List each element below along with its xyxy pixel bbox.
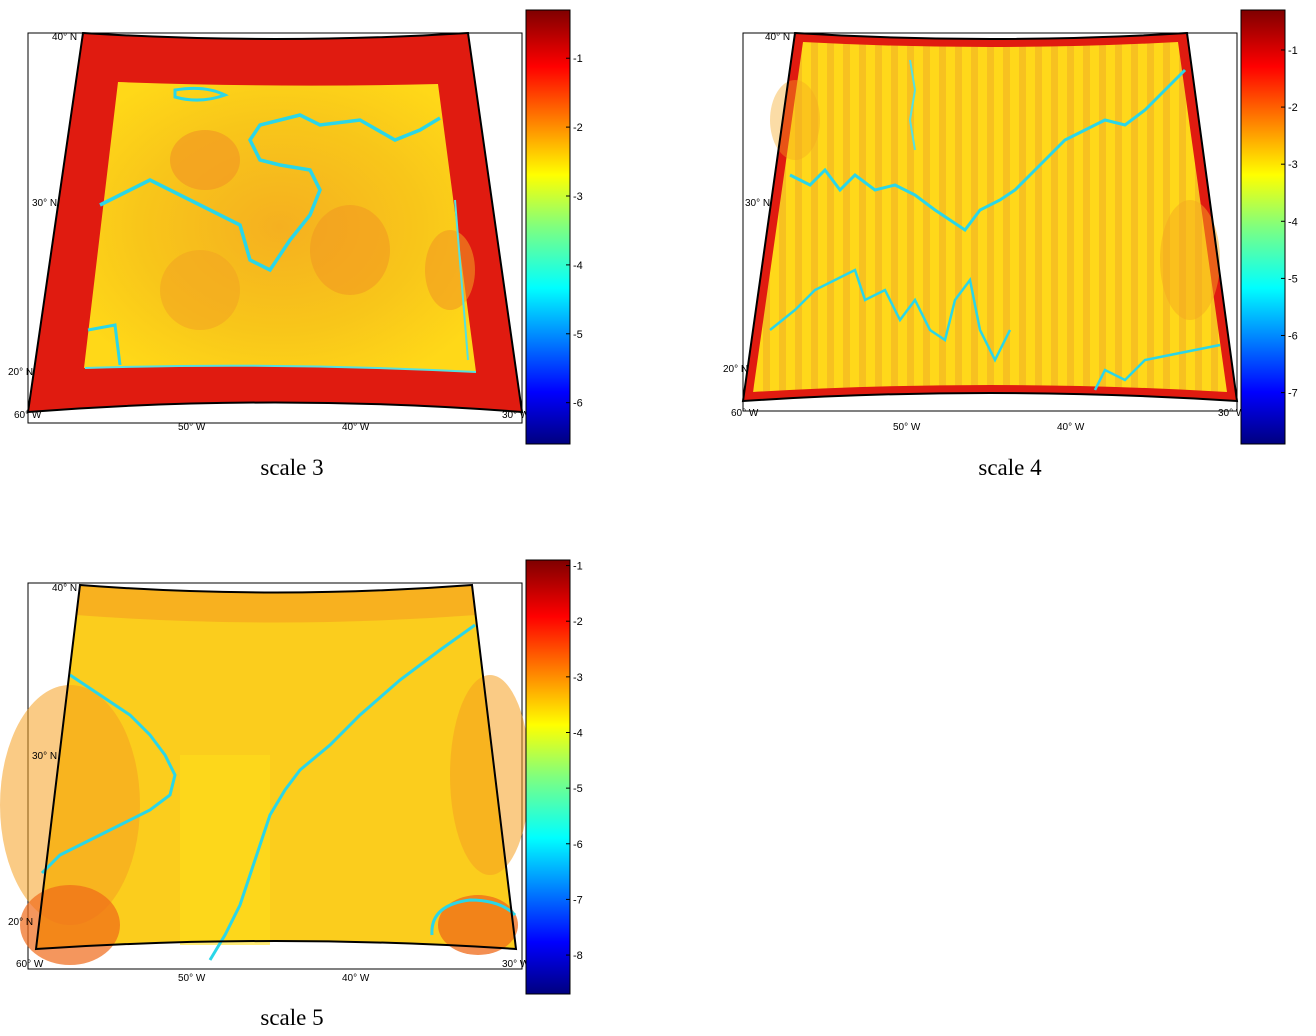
field-blob — [438, 895, 518, 955]
colorbar-tick-label: -2 — [1288, 102, 1298, 114]
lon-label: 30° W — [502, 410, 530, 421]
field-blob — [180, 755, 270, 945]
colorbar-tick-label: -4 — [573, 727, 583, 739]
colorbar-tick-label: -3 — [573, 672, 583, 684]
field-blob — [160, 250, 240, 330]
colorbar-tick-label: -2 — [573, 616, 583, 628]
field-blob — [310, 205, 390, 295]
zero-contour — [40, 673, 177, 875]
colorbar-tick-label: -7 — [1288, 388, 1298, 400]
zero-contour — [430, 898, 517, 936]
colorbar-tick-label: -3 — [573, 191, 583, 203]
lat-label: 30° N — [32, 751, 57, 762]
colorbar-tick-label: -8 — [573, 950, 583, 962]
map-boundary — [26, 31, 524, 414]
zero-contour — [908, 59, 917, 151]
map-panel-scale5: 40° N 30° N 20° N 60° W 50° W 40° W 30° … — [0, 555, 640, 1035]
lon-label: 50° W — [893, 422, 921, 433]
lon-label: 60° W — [16, 959, 44, 970]
colorbar-tick-label: -4 — [1288, 216, 1298, 228]
zero-contour — [454, 199, 469, 361]
colorbar-tick-label: -4 — [573, 260, 583, 272]
colorbar — [525, 559, 571, 995]
colorbar-tick-label: -6 — [1288, 331, 1298, 343]
panel-caption: scale 4 — [978, 455, 1042, 480]
field-blob — [0, 685, 140, 925]
lat-label: 40° N — [52, 32, 77, 43]
colorbar-tick-label: -6 — [573, 398, 583, 410]
field-blob — [450, 675, 530, 875]
map-field-interior — [753, 42, 1227, 392]
colorbar-tick-label: -5 — [573, 783, 583, 795]
map-boundary — [34, 583, 518, 951]
lon-label: 60° W — [731, 408, 759, 419]
lat-label: 40° N — [52, 583, 77, 594]
lat-label: 30° N — [745, 198, 770, 209]
zero-contour — [84, 364, 477, 373]
colorbar-tick-label: -7 — [573, 894, 583, 906]
lon-label: 30° W — [502, 959, 530, 970]
field-blob — [20, 885, 120, 965]
map-field-interior — [36, 585, 516, 949]
map-panel-scale3: 40° N 30° N 20° N 60° W 50° W 40° W 30° … — [0, 0, 640, 500]
colorbar-tick-label: -6 — [573, 839, 583, 851]
axes-frame — [27, 32, 523, 424]
lon-label: 40° W — [1057, 422, 1085, 433]
lon-label: 60° W — [14, 410, 42, 421]
lat-label: 40° N — [765, 32, 790, 43]
map-panel-scale4: 40° N 30° N 20° N 60° W 50° W 40° W 30° … — [715, 0, 1315, 500]
colorbar-tick-label: -1 — [1288, 45, 1298, 57]
map-figure-scale4: 40° N 30° N 20° N 60° W 50° W 40° W 30° … — [723, 9, 1298, 445]
zero-contour — [789, 68, 1187, 233]
colorbar-tick-label: -1 — [573, 53, 583, 65]
zero-contour — [173, 86, 229, 102]
colorbar — [525, 9, 571, 445]
lat-label: 30° N — [32, 198, 57, 209]
zero-contour — [769, 268, 1012, 363]
lat-label: 20° N — [8, 917, 33, 928]
lon-label: 50° W — [178, 973, 206, 984]
axes-frame — [742, 32, 1238, 412]
panel-caption: scale 3 — [260, 455, 324, 480]
colorbar-tick-label: -3 — [1288, 159, 1298, 171]
map-figure-scale5: 40° N 30° N 20° N 60° W 50° W 40° W 30° … — [0, 559, 583, 995]
colorbar-tick-label: -2 — [573, 122, 583, 134]
map-boundary — [741, 31, 1239, 403]
zero-contour — [99, 113, 441, 273]
lon-label: 30° W — [1218, 408, 1246, 419]
colorbar-tick-label: -1 — [573, 561, 583, 573]
field-blob — [425, 230, 475, 310]
lon-label: 50° W — [178, 422, 206, 433]
field-blob — [770, 80, 820, 160]
zero-contour — [1093, 343, 1221, 391]
lat-label: 20° N — [8, 367, 33, 378]
map-field-interior — [84, 82, 476, 372]
colorbar — [1240, 9, 1286, 445]
field-blob — [170, 130, 240, 190]
panel-caption: scale 5 — [260, 1005, 324, 1030]
field-shading — [76, 585, 476, 623]
map-figure-scale3: 40° N 30° N 20° N 60° W 50° W 40° W 30° … — [8, 9, 583, 445]
lon-label: 40° W — [342, 422, 370, 433]
colorbar-tick-label: -5 — [1288, 273, 1298, 285]
lon-label: 40° W — [342, 973, 370, 984]
zero-contour — [208, 623, 476, 961]
zero-contour — [87, 323, 122, 366]
colorbar-tick-label: -5 — [573, 329, 583, 341]
lat-label: 20° N — [723, 364, 748, 375]
field-blob — [1160, 200, 1220, 320]
